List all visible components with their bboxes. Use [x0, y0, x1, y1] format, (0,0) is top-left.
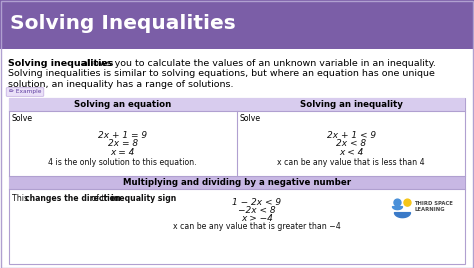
Text: 2x = 8: 2x = 8: [108, 139, 138, 148]
Text: Solve: Solve: [240, 114, 261, 124]
Polygon shape: [392, 207, 402, 210]
Circle shape: [404, 199, 411, 206]
Text: Multiplying and dividing by a negative number: Multiplying and dividing by a negative n…: [123, 178, 351, 187]
Text: x < 4: x < 4: [339, 148, 364, 157]
Text: 1 − 2x < 9: 1 − 2x < 9: [232, 198, 282, 207]
Bar: [0, 0, 474, 49]
Text: of the: of the: [89, 193, 117, 203]
Text: THIRD SPACE: THIRD SPACE: [414, 201, 453, 206]
Text: x can be any value that is greater than −4: x can be any value that is greater than …: [173, 222, 341, 231]
Text: Solving inequalities: Solving inequalities: [8, 59, 113, 68]
Text: 2x + 1 = 9: 2x + 1 = 9: [98, 131, 147, 140]
FancyBboxPatch shape: [6, 88, 44, 96]
Text: Solving Inequalities: Solving Inequalities: [10, 14, 236, 33]
Bar: [9, 98, 465, 264]
Text: Solving an inequality: Solving an inequality: [300, 100, 403, 109]
Text: This: This: [11, 193, 30, 203]
Text: x = 4: x = 4: [110, 148, 135, 157]
Bar: [237, 98, 465, 111]
Circle shape: [394, 199, 401, 206]
Text: inequality sign: inequality sign: [111, 193, 176, 203]
Text: .: .: [156, 193, 159, 203]
Text: ✏ Example: ✏ Example: [9, 90, 42, 95]
Text: Solving inequalities is similar to solving equations, but where an equation has : Solving inequalities is similar to solvi…: [8, 69, 435, 79]
Text: Solve: Solve: [11, 114, 33, 124]
Text: 4 is the only solution to this equation.: 4 is the only solution to this equation.: [48, 158, 197, 167]
Polygon shape: [394, 213, 410, 218]
Text: LEARNING: LEARNING: [414, 207, 445, 212]
Text: 2x < 8: 2x < 8: [336, 139, 366, 148]
Bar: [9, 176, 465, 189]
Bar: [0, 49, 474, 268]
Text: 2x + 1 < 9: 2x + 1 < 9: [327, 131, 376, 140]
Text: x can be any value that is less than 4: x can be any value that is less than 4: [277, 158, 425, 167]
Bar: [9, 98, 237, 111]
Text: x > −4: x > −4: [241, 214, 273, 223]
Text: −2x < 8: −2x < 8: [238, 206, 276, 215]
Text: allows you to calculate the values of an unknown variable in an inequality.: allows you to calculate the values of an…: [79, 59, 436, 68]
Text: Solving an equation: Solving an equation: [74, 100, 172, 109]
Text: solution, an inequality has a range of solutions.: solution, an inequality has a range of s…: [8, 80, 234, 89]
Text: changes the direction: changes the direction: [26, 193, 121, 203]
